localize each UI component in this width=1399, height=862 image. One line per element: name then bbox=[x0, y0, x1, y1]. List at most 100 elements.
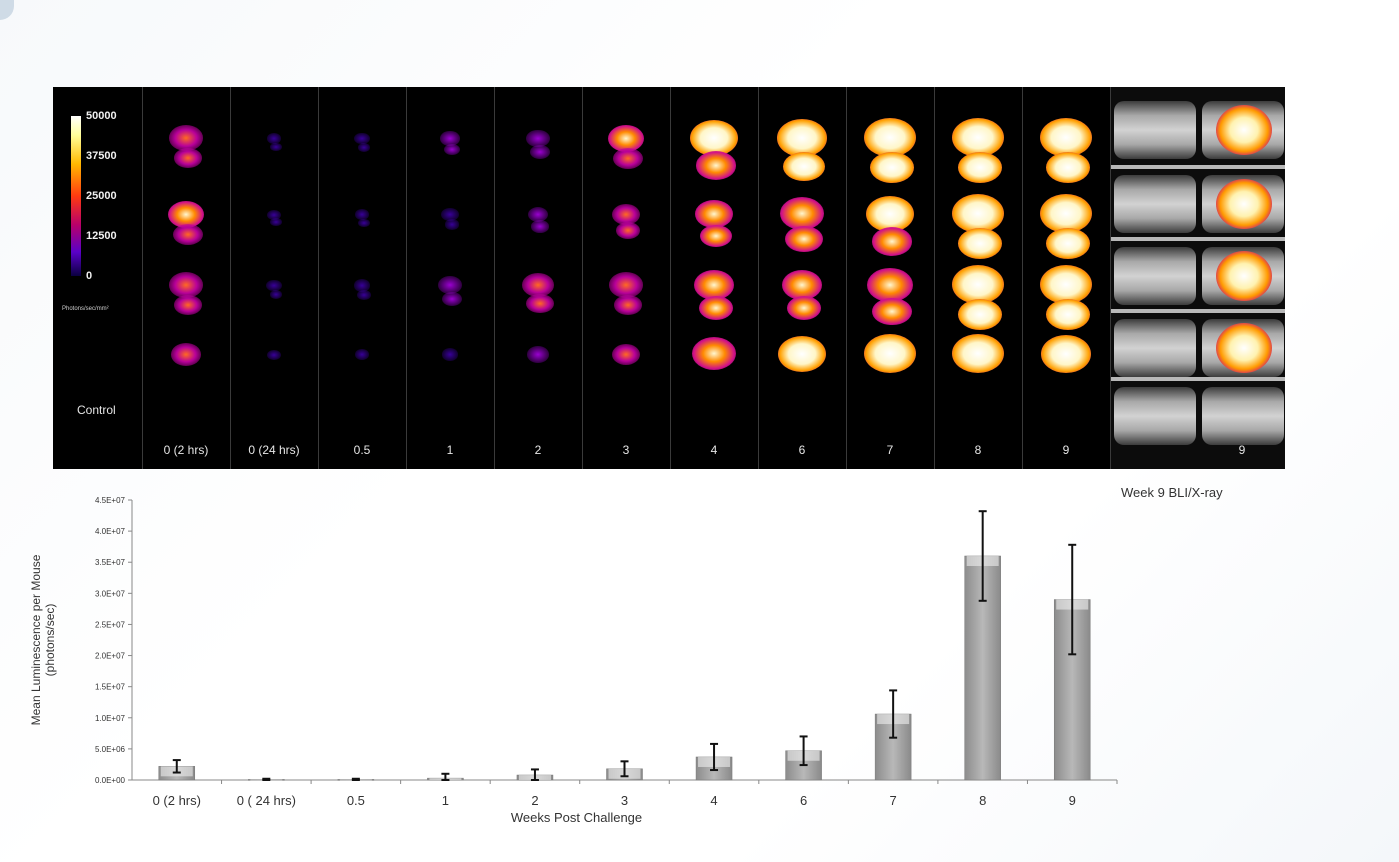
bioluminescence-signal bbox=[438, 276, 462, 295]
bioluminescence-signal bbox=[355, 349, 369, 360]
x-tick-label: 0 ( 24 hrs) bbox=[237, 793, 296, 808]
x-axis-title: Weeks Post Challenge bbox=[511, 810, 642, 825]
panel-column-divider bbox=[406, 87, 407, 469]
bioluminescence-signal bbox=[690, 119, 738, 156]
bioluminescence-signal bbox=[777, 119, 827, 157]
bioluminescence-signal bbox=[957, 152, 1003, 183]
y-axis-title-unit: (photons/sec) bbox=[43, 604, 57, 677]
bioluminescence-signal bbox=[355, 209, 369, 220]
time-point-label: 7 bbox=[886, 443, 894, 457]
xray-mouse-image bbox=[1114, 319, 1196, 377]
bioluminescence-signal bbox=[785, 226, 823, 253]
y-tick-label: 0.0E+00 bbox=[95, 776, 126, 785]
bioluminescence-signal bbox=[1040, 118, 1092, 158]
bioluminescence-signal bbox=[356, 290, 372, 301]
bioluminescence-signal bbox=[168, 200, 204, 228]
bioluminescence-signal bbox=[609, 272, 643, 298]
x-tick-label: 7 bbox=[890, 793, 897, 808]
bioluminescence-signal bbox=[613, 294, 643, 315]
xray-signal-overlay bbox=[1216, 323, 1272, 373]
x-tick-label: 1 bbox=[442, 793, 449, 808]
bioluminescence-signal bbox=[267, 209, 281, 220]
xray-overlay-area bbox=[1110, 87, 1285, 469]
bioluminescence-signal bbox=[1041, 335, 1091, 373]
bioluminescence-signal bbox=[530, 144, 550, 159]
x-tick-label: 0.5 bbox=[347, 793, 365, 808]
time-point-label: 6 bbox=[798, 443, 806, 457]
bioluminescence-signal bbox=[695, 199, 733, 229]
x-tick-label: 9 bbox=[1069, 793, 1076, 808]
y-tick-label: 1.0E+07 bbox=[95, 714, 126, 723]
bioluminescence-signal bbox=[270, 218, 282, 227]
xray-signal-overlay bbox=[1216, 251, 1272, 301]
bioluminescence-signal bbox=[169, 272, 203, 298]
x-tick-label: 0 (2 hrs) bbox=[153, 793, 201, 808]
xray-row-separator bbox=[1110, 237, 1285, 241]
time-point-label: 8 bbox=[974, 443, 982, 457]
time-point-label: 0 (24 hrs) bbox=[248, 443, 300, 457]
xray-row-separator bbox=[1110, 309, 1285, 313]
bioluminescence-signal bbox=[952, 334, 1004, 374]
panel-column-divider bbox=[230, 87, 231, 469]
bioluminescence-signal bbox=[440, 131, 460, 146]
panel-column-divider bbox=[758, 87, 759, 469]
y-tick-label: 5.0E+06 bbox=[95, 745, 126, 754]
xray-mouse-image bbox=[1114, 387, 1196, 445]
time-point-label: 0 (2 hrs) bbox=[163, 443, 209, 457]
bioluminescence-signal bbox=[612, 148, 644, 170]
bli-image-panel: 50000 37500 25000 12500 0 Photons/sec/mm… bbox=[53, 87, 1285, 469]
bioluminescence-signal bbox=[267, 133, 281, 144]
bioluminescence-signal bbox=[952, 118, 1004, 158]
bioluminescence-signal bbox=[173, 294, 203, 315]
xray-mouse-image bbox=[1114, 247, 1196, 305]
bioluminescence-signal bbox=[353, 279, 371, 292]
control-row-label: Control bbox=[77, 403, 116, 417]
bioluminescence-signal bbox=[695, 151, 737, 180]
intensity-color-scale bbox=[71, 116, 81, 276]
bioluminescence-signal bbox=[612, 203, 640, 225]
bioluminescence-signal bbox=[780, 197, 824, 231]
panel-column-divider bbox=[934, 87, 935, 469]
y-tick-label: 4.5E+07 bbox=[95, 496, 126, 505]
panel-column-divider bbox=[1022, 87, 1023, 469]
y-tick-label: 3.5E+07 bbox=[95, 558, 126, 567]
panel-column-divider bbox=[846, 87, 847, 469]
bioluminescence-signal bbox=[441, 348, 459, 361]
bioluminescence-signal bbox=[354, 132, 370, 145]
x-tick-label: 8 bbox=[979, 793, 986, 808]
panel-column-divider bbox=[142, 87, 143, 469]
bioluminescence-signal bbox=[616, 222, 640, 239]
bioluminescence-signal bbox=[1045, 299, 1091, 330]
luminescence-bar-chart: 0.0E+00 5.0E+06 1.0E+07 1.5E+07 2.0E+07 2.5E+… bbox=[29, 496, 1118, 825]
xray-mouse-image bbox=[1202, 387, 1284, 445]
bioluminescence-signal bbox=[441, 292, 463, 307]
corner-decoration bbox=[0, 0, 14, 20]
scale-unit-label: Photons/sec/mm² bbox=[62, 306, 109, 312]
bioluminescence-signal bbox=[172, 224, 204, 246]
bioluminescence-signal bbox=[699, 224, 733, 248]
bioluminescence-signal bbox=[867, 267, 913, 303]
scale-tick-label: 12500 bbox=[86, 230, 117, 242]
bioluminescence-signal bbox=[957, 228, 1003, 259]
time-point-label: 9 bbox=[1062, 443, 1070, 457]
bioluminescence-signal bbox=[1040, 194, 1092, 234]
y-tick-label: 3.0E+07 bbox=[95, 589, 126, 598]
week9-caption: Week 9 BLI/X-ray bbox=[1121, 485, 1223, 500]
panel-column-divider bbox=[582, 87, 583, 469]
bioluminescence-signal bbox=[270, 142, 282, 151]
bioluminescence-signal bbox=[608, 124, 644, 152]
bioluminescence-signal bbox=[786, 296, 822, 321]
panel-column-divider bbox=[318, 87, 319, 469]
bioluminescence-signal bbox=[1040, 265, 1092, 305]
scale-tick-label: 25000 bbox=[86, 190, 117, 202]
time-point-label: 2 bbox=[534, 443, 542, 457]
scale-tick-label: 37500 bbox=[86, 150, 117, 162]
bioluminescence-signal bbox=[872, 297, 912, 325]
bioluminescence-signal bbox=[782, 151, 826, 182]
bioluminescence-signal bbox=[699, 296, 733, 320]
x-tick-label: 2 bbox=[531, 793, 538, 808]
bioluminescence-signal bbox=[531, 220, 549, 233]
y-tick-label: 1.5E+07 bbox=[95, 683, 126, 692]
bioluminescence-signal bbox=[864, 334, 916, 374]
y-tick-label: 2.0E+07 bbox=[95, 652, 126, 661]
